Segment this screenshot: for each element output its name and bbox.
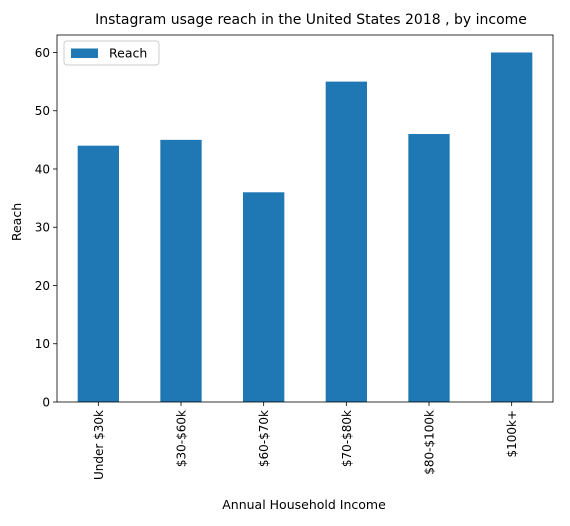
x-tick-label-4: $80-$100k (423, 410, 437, 475)
bar-3 (325, 81, 367, 402)
y-tick-label-2: 20 (35, 279, 50, 293)
plot-area: 0 10 20 30 40 50 60 Under $30k $30-$60k $60-$70k $… (35, 34, 554, 480)
y-tick-label-1: 10 (35, 337, 50, 351)
legend-label: Reach (109, 46, 147, 61)
chart-title: Instagram usage reach in the United Stat… (95, 12, 527, 28)
x-tick-label-3: $70-$80k (340, 410, 354, 467)
y-tick-label-5: 50 (35, 104, 50, 118)
bar-0 (77, 145, 119, 402)
bar-5 (491, 52, 533, 402)
y-tick-label-3: 30 (35, 221, 50, 235)
x-tick-label-2: $60-$70k (257, 410, 271, 467)
bar-1 (160, 139, 202, 402)
x-tick-label-0: Under $30k (92, 410, 106, 480)
y-tick-label-0: 0 (42, 396, 50, 410)
legend-box (63, 40, 160, 66)
bar-2 (243, 192, 285, 402)
plot-frame (56, 34, 554, 403)
x-tick-label-1: $30-$60k (175, 410, 189, 467)
x-tick-label-5: $100k+ (505, 410, 519, 458)
y-tick-label-4: 40 (35, 162, 50, 176)
y-axis-label: Reach (9, 203, 24, 241)
bar-4 (408, 134, 450, 403)
x-axis-label: Annual Household Income (222, 497, 386, 512)
y-tick-label-6: 60 (35, 46, 50, 60)
legend-swatch (71, 48, 98, 58)
